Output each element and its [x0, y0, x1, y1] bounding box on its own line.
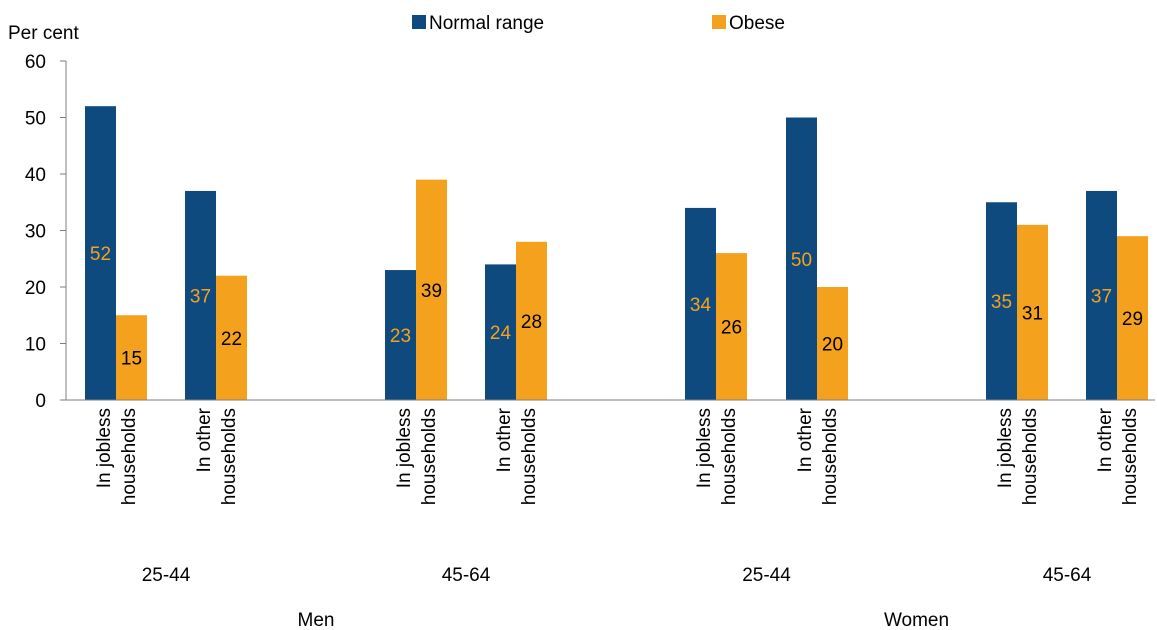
bar-obese: [716, 253, 747, 400]
data-label-normal-range: 50: [791, 250, 812, 271]
bars: 52 15 37 22 23 39 24 28 34 26 50 20 35 31 37 29: [85, 106, 1148, 400]
bar-normal-range: [85, 106, 116, 400]
bar-normal-range: [485, 264, 516, 400]
legend-swatch-obese: [712, 15, 726, 29]
category-label-line2: households: [419, 408, 440, 505]
category-label-line2: households: [820, 408, 841, 505]
bar-normal-range: [1086, 190, 1117, 400]
data-label-obese: 20: [822, 335, 843, 356]
y-tick-label: 10: [25, 335, 46, 356]
legend-label-normal-range: Normal range: [429, 13, 544, 34]
category-label-line2: households: [1120, 408, 1141, 505]
category-label-line1: In jobless: [995, 408, 1016, 488]
data-label-normal-range: 24: [490, 323, 512, 344]
bar-obese: [416, 179, 447, 400]
category-label-line1: In other: [494, 407, 515, 472]
y-tick-label: 50: [25, 109, 46, 130]
age-group-label: 45-64: [442, 565, 491, 586]
data-label-obese: 31: [1022, 303, 1043, 324]
data-label-obese: 28: [521, 312, 542, 333]
data-label-obese: 15: [121, 349, 142, 370]
data-label-obese: 39: [421, 281, 442, 302]
category-label-line2: households: [519, 408, 540, 505]
bar-normal-range: [185, 190, 216, 400]
age-group-label: 25-44: [142, 565, 191, 586]
legend: Normal range Obese: [412, 13, 785, 34]
data-label-normal-range: 34: [690, 295, 712, 316]
data-label-obese: 22: [221, 329, 242, 350]
sex-group-labels: Men Women: [298, 610, 950, 630]
y-axis: 0 10 20 30 40 50 60: [25, 52, 67, 412]
category-label-line2: households: [719, 408, 740, 505]
bar-normal-range: [385, 270, 416, 400]
bar-obese: [1017, 224, 1048, 400]
y-tick-label: 40: [25, 165, 46, 186]
category-label-line1: In other: [194, 407, 215, 472]
data-label-normal-range: 37: [1091, 286, 1112, 307]
sex-group-label: Men: [298, 610, 335, 630]
category-label-line2: households: [119, 408, 140, 505]
age-group-label: 25-44: [742, 565, 791, 586]
data-label-normal-range: 52: [90, 244, 111, 265]
data-label-obese: 26: [721, 318, 742, 339]
y-tick-label: 20: [25, 278, 46, 299]
y-axis-title: Per cent: [8, 23, 79, 44]
bar-obese: [516, 241, 547, 400]
bar-normal-range: [786, 117, 817, 400]
data-label-normal-range: 23: [390, 326, 411, 347]
bar-normal-range: [685, 207, 716, 400]
category-label-line2: households: [219, 408, 240, 505]
category-label-line1: In jobless: [394, 408, 415, 488]
bar-obese: [116, 315, 147, 400]
data-label-normal-range: 37: [190, 286, 211, 307]
y-tick-label: 0: [35, 391, 46, 412]
bar-normal-range: [986, 202, 1017, 400]
bar-obese: [216, 275, 247, 400]
data-label-obese: 29: [1122, 309, 1143, 330]
data-label-normal-range: 35: [991, 292, 1012, 313]
category-label-line1: In jobless: [94, 408, 115, 488]
category-label-line1: In other: [795, 407, 816, 472]
age-group-label: 45-64: [1043, 565, 1092, 586]
bar-obese: [1117, 236, 1148, 400]
sex-group-label: Women: [884, 610, 949, 630]
bar-obese: [817, 287, 848, 400]
age-group-labels: 25-44 45-64 25-44 45-64: [142, 565, 1092, 586]
category-label-line2: households: [1020, 408, 1041, 505]
category-label-line1: In other: [1095, 407, 1116, 472]
category-labels: In jobless households In other households In…: [94, 407, 1141, 505]
y-tick-label: 30: [25, 222, 46, 243]
y-tick-label: 60: [25, 52, 46, 73]
category-label-line1: In jobless: [694, 408, 715, 488]
legend-swatch-normal-range: [412, 15, 426, 29]
legend-label-obese: Obese: [729, 13, 785, 34]
